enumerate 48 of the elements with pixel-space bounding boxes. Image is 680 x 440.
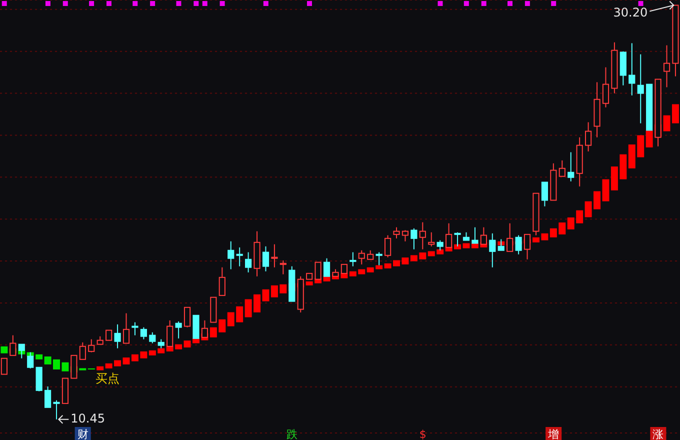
candlestick (236, 246, 243, 267)
candlestick (184, 306, 191, 328)
candlestick (218, 266, 226, 296)
bar (96, 366, 104, 370)
candlestick (663, 44, 670, 88)
annotation: 涨 (652, 428, 664, 440)
candlestick (620, 50, 626, 86)
candlestick (541, 182, 548, 207)
candlestick (228, 240, 234, 270)
candlestick (628, 42, 636, 96)
candlestick (245, 252, 252, 273)
candlestick (402, 230, 409, 242)
candlestick (558, 160, 566, 177)
annotation: 财 (77, 428, 88, 440)
candlestick (350, 252, 356, 267)
candlestick (637, 54, 644, 124)
candlestick (149, 332, 156, 344)
annotation: 增 (547, 428, 560, 440)
annotation: 10.45 (70, 412, 106, 426)
candlestick (585, 122, 592, 152)
candlestick (358, 250, 365, 265)
candlestick (36, 366, 42, 392)
candlestick (53, 400, 60, 420)
candlestick (262, 246, 270, 272)
candlestick (175, 320, 182, 339)
candlestick (88, 338, 95, 353)
candlestick (419, 222, 426, 250)
candlestick (132, 322, 138, 336)
annotation: 30.20 (613, 6, 648, 20)
candlestick (106, 330, 112, 341)
candlestick (393, 226, 400, 239)
candlestick (140, 326, 147, 340)
candlestick (271, 244, 278, 268)
candlestick (568, 152, 574, 182)
candlestick (384, 234, 392, 258)
candlestick (114, 324, 121, 349)
candlestick (44, 386, 52, 408)
candlestick (410, 228, 418, 250)
candlestick (428, 232, 435, 247)
candlestick (367, 250, 374, 260)
annotation: 跌 (286, 428, 298, 440)
candlestick (602, 66, 610, 108)
annotation: $ (419, 428, 426, 440)
bar (646, 130, 653, 148)
candlestick (79, 342, 86, 360)
candlestick (280, 260, 286, 275)
annotation: 买点 (96, 371, 120, 386)
candlestick (122, 312, 130, 344)
